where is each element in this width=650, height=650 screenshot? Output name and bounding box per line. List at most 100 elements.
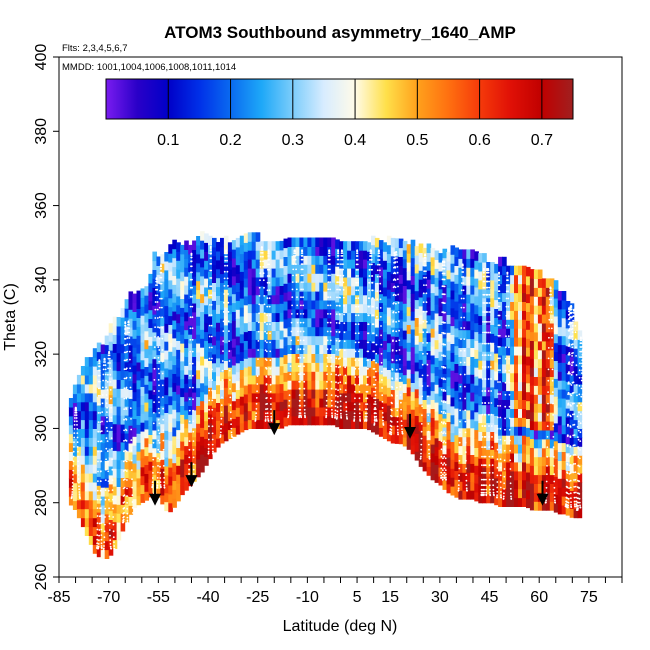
track-point (378, 250, 380, 253)
heatmap-cell (319, 299, 324, 310)
heatmap-cell (184, 267, 189, 277)
track-point (104, 498, 107, 501)
heatmap-cell (482, 395, 487, 406)
heatmap-cell (371, 413, 376, 424)
track-point (303, 394, 306, 396)
heatmap-cell (176, 340, 181, 350)
track-point (207, 450, 210, 453)
heatmap-cell (470, 294, 475, 304)
heatmap-cell (200, 257, 205, 268)
heatmap-cell (327, 335, 332, 346)
heatmap-cell (331, 282, 336, 292)
heatmap-cell (279, 321, 285, 331)
heatmap-cell (422, 417, 428, 427)
heatmap-cell (132, 329, 138, 339)
track-point (299, 356, 302, 359)
heatmap-cell (172, 426, 177, 437)
track-point (423, 264, 426, 267)
heatmap-cell (188, 369, 193, 380)
track-point (568, 310, 571, 313)
track-point (365, 403, 367, 405)
track-point (126, 479, 128, 481)
heatmap-cell (216, 411, 221, 421)
track-point (294, 252, 297, 255)
track-point (219, 435, 222, 438)
track-point (374, 379, 377, 381)
heatmap-cell (208, 369, 213, 379)
heatmap-cell (168, 253, 173, 263)
track-point (295, 268, 297, 271)
track-point (357, 332, 360, 335)
heatmap-cell (339, 303, 344, 314)
track-point (482, 478, 485, 481)
track-point (482, 311, 484, 313)
heatmap-cell (569, 499, 575, 509)
heatmap-cell (490, 386, 495, 397)
heatmap-cell (434, 312, 440, 323)
heatmap-cell (116, 343, 122, 354)
heatmap-cell (351, 250, 356, 260)
heatmap-cell (104, 549, 110, 559)
heatmap-cell (541, 296, 547, 306)
heatmap-cell (315, 353, 320, 363)
heatmap-cell (462, 392, 467, 402)
track-point (440, 400, 443, 402)
track-point (481, 464, 483, 467)
track-point (96, 542, 98, 545)
heatmap-cell (506, 497, 511, 507)
heatmap-cell (406, 377, 412, 388)
heatmap-cell (553, 280, 559, 290)
track-point (96, 498, 99, 501)
track-point (261, 247, 264, 249)
heatmap-cell (510, 399, 515, 409)
heatmap-cell (442, 248, 448, 259)
track-point (230, 417, 232, 420)
heatmap-cell (537, 314, 543, 324)
track-point (354, 367, 357, 370)
heatmap-cell (422, 354, 428, 365)
heatmap-cell (374, 389, 380, 399)
heatmap-cell (529, 269, 535, 279)
heatmap-cell (315, 326, 320, 337)
heatmap-cell (398, 265, 404, 275)
track-point (569, 454, 572, 457)
track-point (154, 294, 157, 297)
heatmap-cell (494, 397, 499, 408)
track-point (575, 355, 577, 357)
heatmap-cell (176, 304, 181, 315)
heatmap-cell (518, 399, 523, 409)
track-point (113, 541, 115, 543)
heatmap-cell (104, 531, 110, 542)
heatmap-cell (498, 479, 503, 490)
heatmap-cell (319, 237, 324, 247)
heatmap-cell (506, 337, 511, 347)
heatmap-cell (474, 304, 479, 315)
heatmap-cell (255, 268, 261, 278)
heatmap-cell (303, 335, 308, 346)
track-point (188, 456, 191, 459)
track-point (301, 250, 304, 253)
heatmap-cell (168, 484, 173, 495)
heatmap-cell (80, 392, 86, 403)
track-point (440, 448, 443, 451)
heatmap-cell (506, 479, 511, 490)
track-point (508, 357, 510, 360)
heatmap-cell (204, 358, 209, 368)
heatmap-cell (331, 362, 336, 372)
track-point (299, 348, 302, 351)
track-point (365, 418, 368, 420)
heatmap-cell (553, 494, 559, 504)
heatmap-cell (96, 431, 102, 442)
heatmap-cell (498, 354, 503, 365)
track-point (125, 368, 127, 371)
heatmap-cell (438, 270, 444, 281)
track-point (502, 497, 505, 500)
track-point (295, 288, 298, 291)
heatmap-cell (200, 382, 205, 393)
heatmap-cell (263, 312, 269, 322)
heatmap-cell (410, 373, 416, 383)
heatmap-cell (299, 389, 304, 399)
track-point (380, 370, 383, 373)
heatmap-cell (502, 328, 507, 338)
heatmap-cell (561, 496, 567, 506)
